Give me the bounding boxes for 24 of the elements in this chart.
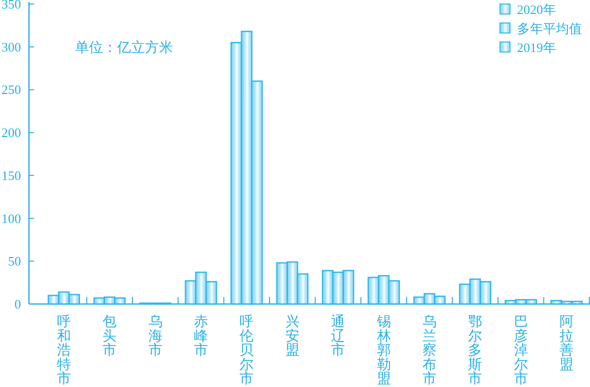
legend-label: 多年平均值	[517, 21, 582, 36]
y-tick-label: 200	[2, 125, 21, 140]
x-tick-label: 兴安盟	[285, 313, 300, 358]
x-tick-label: 呼和浩特市	[56, 313, 71, 386]
x-tick-label: 乌海市	[148, 313, 162, 358]
x-tick-label: 鄂尔多斯市	[468, 313, 482, 386]
x-tick-label: 包头市	[102, 313, 117, 358]
y-tick-label: 50	[8, 254, 21, 269]
y-tick-label: 150	[2, 168, 21, 183]
x-tick-label: 阿拉善盟	[560, 313, 574, 372]
x-tick-label: 锡林郭勒盟	[376, 313, 391, 386]
legend-label: 2020年	[517, 2, 556, 17]
x-tick-label: 巴彦淖尔市	[514, 313, 528, 386]
y-tick-label: 100	[2, 210, 21, 226]
y-tick-label: 300	[2, 39, 21, 54]
annotation: 单位：亿立方米	[75, 39, 173, 55]
legend-label: 2019年	[517, 40, 556, 55]
x-tick-label: 赤峰市	[194, 313, 208, 358]
y-tick-label: 250	[2, 82, 21, 98]
x-tick-label: 通辽市	[331, 313, 346, 358]
y-tick-label: 0	[14, 296, 21, 312]
x-tick-label: 乌兰察布市	[422, 313, 436, 386]
y-tick-label: 350	[2, 0, 21, 12]
x-tick-label: 呼伦贝尔市	[240, 313, 254, 386]
